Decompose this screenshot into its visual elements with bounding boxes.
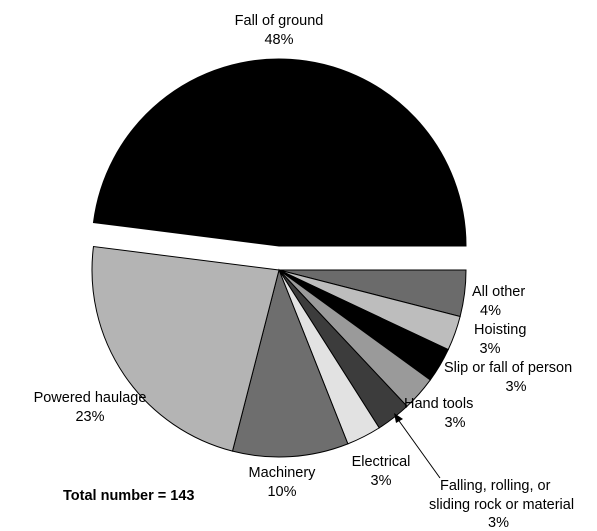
label-electrical: Electrical — [352, 454, 411, 470]
label-powered-haulage: Powered haulage — [34, 390, 147, 406]
label-electrical-pct: 3% — [371, 473, 392, 489]
label-slip-or-fall-of-person: Slip or fall of person — [444, 360, 572, 376]
label-powered-haulage-pct: 23% — [75, 409, 104, 425]
label-hoisting: Hoisting — [474, 322, 526, 338]
leader-line-falling-rock — [396, 417, 441, 479]
label-falling-rolling-or-sliding-rock-or-material-pct: 3% — [488, 515, 509, 531]
label-hand-tools: Hand tools — [404, 396, 473, 412]
label-slip-or-fall-of-person-pct: 3% — [506, 379, 527, 395]
label-hoisting-pct: 3% — [480, 341, 501, 357]
pie-slice-fall-of-ground — [92, 58, 467, 247]
label-fall-of-ground: Fall of ground — [235, 13, 324, 29]
pie-slice-powered-haulage — [91, 246, 280, 452]
label-fall-of-ground-pct: 48% — [264, 32, 293, 48]
pie-slice-machinery — [231, 268, 349, 458]
slice-labels: Fall of ground 48% All other 4% Hoisting 3% Sl… — [34, 13, 575, 531]
label-hand-tools-pct: 3% — [445, 415, 466, 431]
pie-slices — [91, 58, 467, 458]
label-all-other-pct: 4% — [480, 303, 501, 319]
leader-arrowhead — [394, 413, 403, 423]
label-machinery-pct: 10% — [267, 484, 296, 500]
label-machinery: Machinery — [249, 465, 317, 481]
label-falling-rolling-or-sliding-rock-or-material-line1: Falling, rolling, or — [440, 478, 551, 494]
label-all-other: All other — [472, 284, 525, 300]
label-falling-rolling-or-sliding-rock-or-material-line2: sliding rock or material — [429, 497, 574, 513]
total-number-note: Total number = 143 — [63, 488, 194, 504]
